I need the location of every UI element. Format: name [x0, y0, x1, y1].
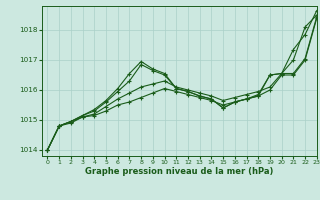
X-axis label: Graphe pression niveau de la mer (hPa): Graphe pression niveau de la mer (hPa)	[85, 167, 273, 176]
